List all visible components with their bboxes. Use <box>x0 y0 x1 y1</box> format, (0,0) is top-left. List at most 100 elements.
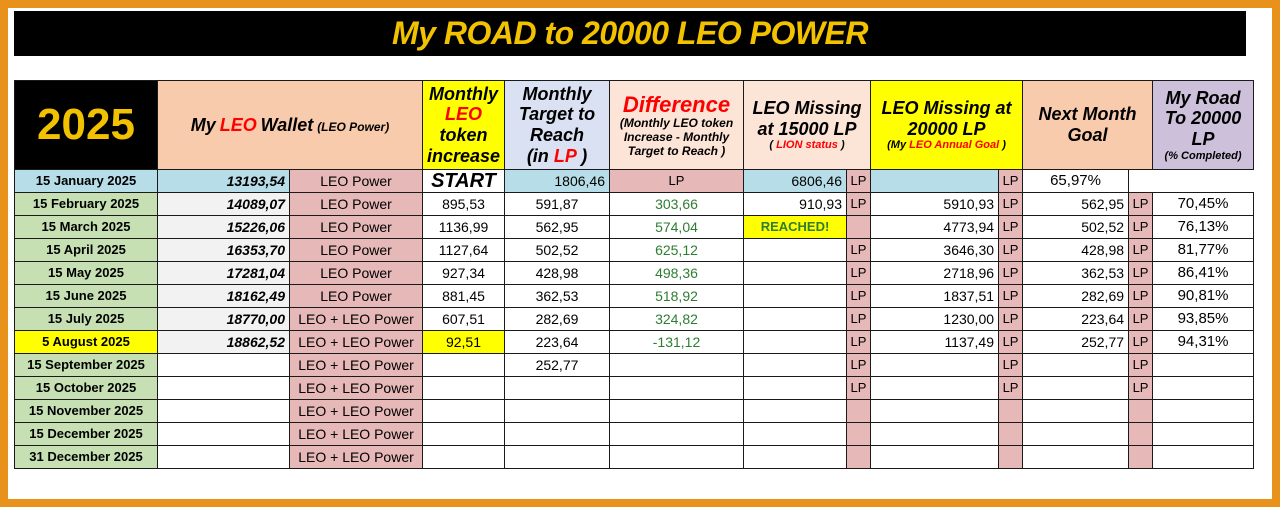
next-goal-cell: 223,64 <box>1022 307 1130 331</box>
next-goal-cell: 362,53 <box>1022 261 1130 285</box>
increase-cell: START <box>422 169 505 193</box>
next-goal-cell: 252,77 <box>1022 330 1130 354</box>
table-row: 15 January 2025 13193,54 LEO Power START 180… <box>14 169 1254 193</box>
missing-20000-cell <box>870 399 1000 423</box>
next-goal-cell: 282,69 <box>1022 284 1130 308</box>
next-month-goal-header: Next Month Goal <box>1022 80 1154 170</box>
difference-cell: -131,12 <box>609 330 744 354</box>
missing-20000-cell: 5910,93 <box>870 192 1000 216</box>
date-cell: 31 December 2025 <box>14 445 158 469</box>
wallet-cell: 13193,54 <box>157 169 290 193</box>
lp-unit-cell: LP <box>845 261 872 285</box>
lp-unit-cell: LP <box>845 307 872 331</box>
increase-cell <box>422 353 505 377</box>
increase-cell <box>422 399 505 423</box>
wallet-cell: 18770,00 <box>157 307 290 331</box>
table-row: 5 August 2025 18862,52 LEO + LEO Power 92,5… <box>14 330 1255 354</box>
lp-unit-cell <box>845 422 872 446</box>
wallet-header-note: (LEO Power) <box>317 119 390 134</box>
road-percent-cell <box>1152 376 1255 400</box>
wallet-cell: 18162,49 <box>157 284 290 308</box>
difference-header-title: Difference <box>622 91 731 117</box>
target-cell: 591,87 <box>504 192 610 216</box>
table-row: 15 November 2025 LEO + LEO Power <box>14 399 1255 423</box>
missing-15000-cell: 910,93 <box>743 192 847 216</box>
lp-unit-cell: LP <box>845 284 872 308</box>
table-row: 15 April 2025 16353,70 LEO Power 1127,64 502… <box>14 238 1255 262</box>
missing-15000-cell <box>743 238 847 262</box>
increase-cell: 881,45 <box>422 284 505 308</box>
increase-cell: 895,53 <box>422 192 505 216</box>
difference-cell: 324,82 <box>609 307 744 331</box>
road-percent-cell <box>1152 422 1255 446</box>
missing-15000-cell <box>743 261 847 285</box>
target-cell: 252,77 <box>504 353 610 377</box>
table-body: 15 January 2025 13193,54 LEO Power START 180… <box>14 169 1255 469</box>
wallet-cell <box>157 422 290 446</box>
missing-15000-note: LION status <box>776 139 838 152</box>
target-cell <box>504 422 610 446</box>
lp-unit-cell <box>845 215 872 239</box>
target-cell: 562,95 <box>504 215 610 239</box>
missing-20000-cell: 4773,94 <box>870 215 1000 239</box>
target-cell: 362,53 <box>504 284 610 308</box>
wallet-cell: 18862,52 <box>157 330 290 354</box>
missing-20000-open: (My <box>887 139 907 152</box>
increase-header-leo: LEO <box>444 104 482 125</box>
type-cell: LEO + LEO Power <box>289 445 423 469</box>
lp-unit-cell: LP <box>845 238 872 262</box>
target-cell: 223,64 <box>504 330 610 354</box>
difference-cell: 574,04 <box>609 215 744 239</box>
road-header-text: My Road To 20000 LP <box>1164 87 1242 150</box>
missing-20000-cell: 6806,46 <box>743 169 847 193</box>
wallet-header-prefix: My <box>190 114 216 135</box>
lp-unit-cell: LP <box>1128 261 1154 285</box>
lp-unit-cell: LP <box>998 307 1024 331</box>
date-cell: 15 January 2025 <box>14 169 158 193</box>
table-row: 31 December 2025 LEO + LEO Power <box>14 445 1255 469</box>
missing-20000-cell: 2718,96 <box>870 261 1000 285</box>
lp-unit-cell: LP <box>998 192 1024 216</box>
next-goal-cell <box>1022 399 1130 423</box>
difference-cell <box>609 353 744 377</box>
lp-unit-cell: LP <box>1128 307 1154 331</box>
lp-unit-cell: LP <box>998 330 1024 354</box>
next-goal-cell <box>1022 445 1130 469</box>
wallet-cell: 14089,07 <box>157 192 290 216</box>
difference-header: Difference (Monthly LEO token Increase -… <box>609 80 744 170</box>
missing-15000-close: ) <box>840 139 845 152</box>
road-percent-cell <box>1152 445 1255 469</box>
missing-20000-cell <box>870 445 1000 469</box>
lp-unit-cell: LP <box>998 353 1024 377</box>
monthly-target-header: Monthly Target to Reach (in LP ) <box>504 80 610 170</box>
monthly-increase-header: Monthly LEO token increase <box>422 80 505 170</box>
date-cell: 15 October 2025 <box>14 376 158 400</box>
next-goal-cell: 562,95 <box>1022 192 1130 216</box>
type-cell: LEO + LEO Power <box>289 307 423 331</box>
missing-15000-cell: REACHED! <box>743 215 847 239</box>
leo-tracking-table: 2025 My LEO Wallet (LEO Power) Monthly L… <box>14 80 1255 469</box>
lp-unit-cell: LP <box>845 192 872 216</box>
lp-unit-cell: LP <box>609 169 744 193</box>
lp-unit-cell: LP <box>998 376 1024 400</box>
missing-15000-header: LEO Missing at 15000 LP ( LION status ) <box>742 80 872 170</box>
difference-cell: 498,36 <box>609 261 744 285</box>
type-cell: LEO Power <box>289 169 423 193</box>
missing-20000-cell <box>870 353 1000 377</box>
road-header-note: (% Completed) <box>1164 149 1242 162</box>
next-goal-cell <box>870 169 1000 193</box>
missing-15000-cell <box>743 353 847 377</box>
lp-unit-cell: LP <box>845 330 872 354</box>
difference-cell <box>609 399 744 423</box>
road-percent-cell: 65,97% <box>1022 169 1130 193</box>
lp-unit-cell: LP <box>998 238 1024 262</box>
missing-15000-cell <box>743 330 847 354</box>
wallet-header: My LEO Wallet (LEO Power) <box>157 80 423 170</box>
road-percent-cell <box>1152 399 1255 423</box>
missing-20000-text: LEO Missing at 20000 LP <box>881 97 1012 139</box>
table-row: 15 March 2025 15226,06 LEO Power 1136,99 562… <box>14 215 1255 239</box>
missing-20000-cell: 1230,00 <box>870 307 1000 331</box>
lp-unit-cell: LP <box>998 215 1024 239</box>
missing-15000-cell <box>743 399 847 423</box>
lp-unit-cell: LP <box>1128 376 1154 400</box>
